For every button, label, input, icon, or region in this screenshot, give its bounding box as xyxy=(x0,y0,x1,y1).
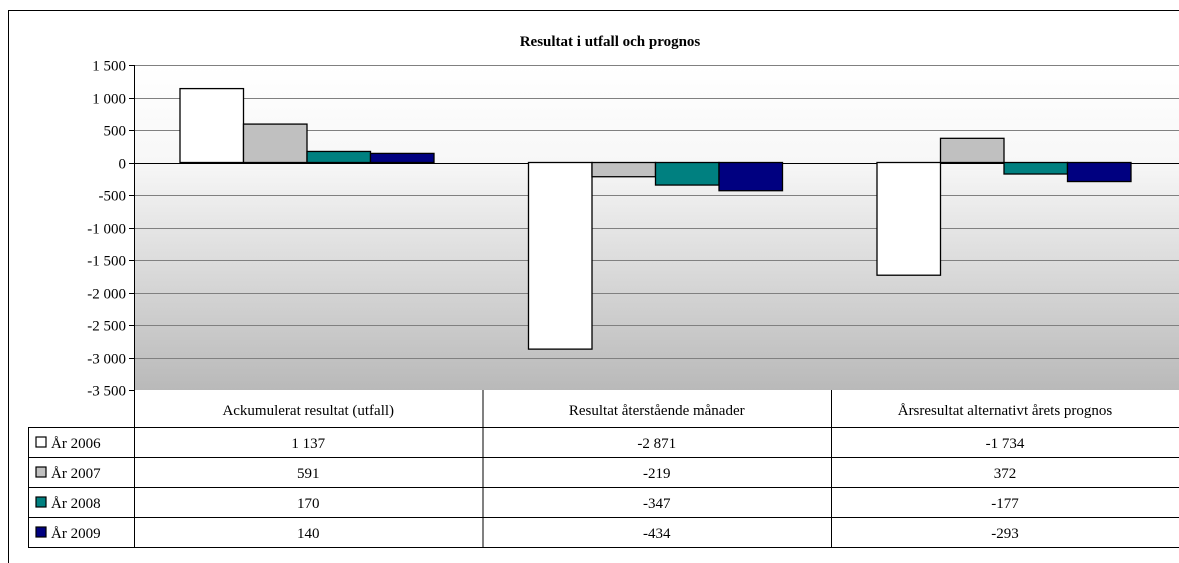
legend-label: År 2007 xyxy=(51,466,101,482)
bar-2-2 xyxy=(591,161,657,178)
y-axis: 1 500 1 000 500 0 -500 -1 000 -1 500 -2 000 -2 5… xyxy=(87,59,1179,400)
bar-2-3 xyxy=(939,137,1005,164)
legend-label: År 2006 xyxy=(51,436,101,452)
table-cell-value: -347 xyxy=(643,496,671,512)
table-cell-value: -177 xyxy=(991,496,1019,512)
legend-label: År 2008 xyxy=(51,496,101,512)
bar-4-2 xyxy=(718,161,784,192)
y-tick-label: -2 000 xyxy=(87,287,126,303)
table-cell-value: -1 734 xyxy=(986,436,1025,452)
y-tick-label: 1 500 xyxy=(92,59,126,75)
y-tick-label: 500 xyxy=(104,124,127,140)
y-tick-label: -1 500 xyxy=(87,254,126,270)
y-tick-label: -1 000 xyxy=(87,222,126,238)
bar-2-1 xyxy=(242,123,308,164)
legend-label: År 2009 xyxy=(51,526,101,542)
table-cell-value: 140 xyxy=(297,526,320,542)
bar-3-3 xyxy=(1003,161,1069,175)
gridlines xyxy=(134,65,1179,359)
table-cell-value: 170 xyxy=(297,496,320,512)
bar-1-3 xyxy=(876,161,942,276)
table-cell-value: -2 871 xyxy=(637,436,676,452)
bar-1-2 xyxy=(527,161,593,350)
legend-key xyxy=(35,496,47,508)
y-tick-label: -2 500 xyxy=(87,319,126,335)
y-tick-label: -3 000 xyxy=(87,352,126,368)
category-label: Ackumulerat resultat (utfall) xyxy=(222,403,394,419)
table-cell-value: -434 xyxy=(643,526,671,542)
table-cell-value: 591 xyxy=(297,466,320,482)
bar-1-1 xyxy=(179,87,245,164)
category-label: Årsresultat alternativt årets prognos xyxy=(898,403,1113,419)
y-tick-label: 0 xyxy=(119,157,127,173)
legend-key xyxy=(35,436,47,448)
bar-3-2 xyxy=(654,161,720,186)
plot-area xyxy=(134,65,1179,390)
y-tick-label: -3 500 xyxy=(87,384,126,400)
legend-key xyxy=(35,466,47,478)
category-label: Resultat återstående månader xyxy=(569,403,745,419)
data-table: Ackumulerat resultat (utfall) Resultat åt… xyxy=(28,390,1179,548)
bar-3-1 xyxy=(306,150,372,164)
table-cell-value: 1 137 xyxy=(291,436,325,452)
bar-4-1 xyxy=(369,152,435,164)
y-tick-label: 1 000 xyxy=(92,92,126,108)
bars xyxy=(179,87,1132,350)
chart-title: Resultat i utfall och prognos xyxy=(520,34,701,50)
bar-4-3 xyxy=(1066,161,1132,183)
y-tick-label: -500 xyxy=(99,189,127,205)
legend-key xyxy=(35,526,47,538)
table-cell-value: 372 xyxy=(994,466,1017,482)
table-cell-value: -293 xyxy=(991,526,1019,542)
table-cell-value: -219 xyxy=(643,466,671,482)
